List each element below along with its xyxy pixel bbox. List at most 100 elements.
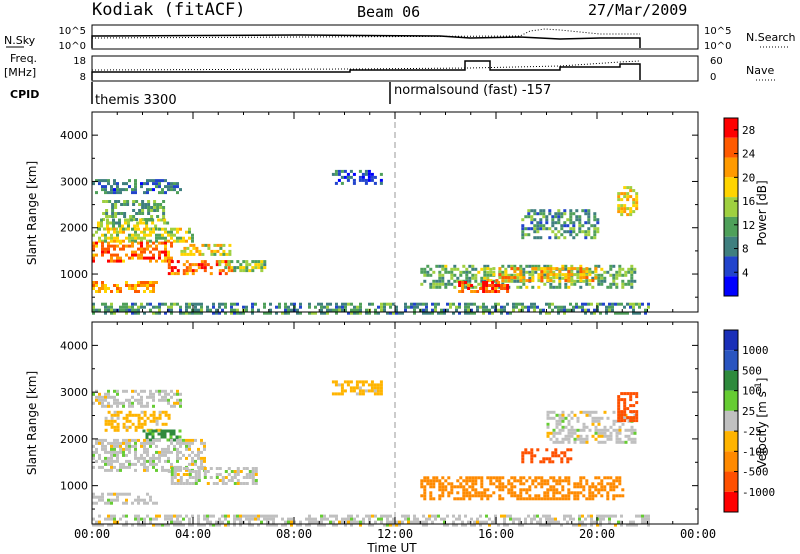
data-cell xyxy=(113,230,116,234)
data-cell xyxy=(221,514,224,518)
data-cell xyxy=(494,302,497,306)
data-cell xyxy=(467,311,470,315)
data-cell xyxy=(110,305,113,309)
data-cell xyxy=(143,441,146,445)
data-cell xyxy=(178,429,182,433)
data-cell xyxy=(104,444,107,448)
data-cell xyxy=(370,172,374,176)
data-cell xyxy=(209,467,213,470)
data-cell xyxy=(364,181,368,185)
data-cell xyxy=(110,416,114,420)
data-cell xyxy=(332,523,335,527)
data-cell xyxy=(95,459,98,463)
data-cell xyxy=(597,491,601,495)
data-cell xyxy=(567,431,571,435)
data-cell xyxy=(320,517,323,521)
data-cell xyxy=(134,425,138,429)
data-cell xyxy=(615,276,619,280)
data-cell xyxy=(185,441,188,445)
data-cell xyxy=(128,404,131,408)
data-cell xyxy=(527,514,530,518)
data-cell xyxy=(591,279,595,283)
data-cell xyxy=(602,302,605,306)
data-cell xyxy=(491,284,495,287)
data-cell xyxy=(443,523,446,527)
data-cell xyxy=(533,236,537,240)
data-cell xyxy=(368,514,371,518)
data-cell xyxy=(334,392,338,396)
time-tick-label: 08:00 xyxy=(276,527,312,541)
data-cell xyxy=(573,494,577,498)
data-cell xyxy=(486,270,490,274)
data-cell xyxy=(236,517,239,521)
data-cell xyxy=(107,182,110,186)
data-cell xyxy=(158,191,161,195)
data-cell xyxy=(176,441,179,445)
data-cell xyxy=(260,514,263,518)
data-cell xyxy=(459,476,463,480)
data-cell xyxy=(218,517,221,521)
data-cell xyxy=(188,269,192,273)
data-cell xyxy=(122,492,125,496)
data-cell xyxy=(498,476,502,480)
data-cell xyxy=(591,497,595,501)
data-cell xyxy=(149,462,152,466)
data-cell xyxy=(146,450,149,454)
data-cell xyxy=(458,290,462,293)
data-cell xyxy=(185,468,188,472)
data-cell xyxy=(497,284,501,287)
data-cell xyxy=(435,264,439,268)
data-cell xyxy=(471,264,475,268)
data-cell xyxy=(420,282,424,286)
data-cell xyxy=(576,279,580,283)
data-cell xyxy=(368,302,371,306)
data-cell xyxy=(471,479,475,483)
power-colorbar-tick-label: 8 xyxy=(742,243,749,256)
data-cell xyxy=(617,416,621,420)
data-cell xyxy=(353,520,356,524)
data-cell xyxy=(182,473,186,476)
data-cell xyxy=(376,383,380,387)
data-cell xyxy=(590,517,593,521)
data-cell xyxy=(615,282,619,286)
data-cell xyxy=(416,520,419,524)
data-cell xyxy=(95,520,98,524)
data-cell xyxy=(632,210,636,214)
data-cell xyxy=(110,456,113,460)
data-cell xyxy=(462,488,466,492)
data-cell xyxy=(143,520,146,524)
data-cell xyxy=(567,428,571,432)
data-cell xyxy=(146,404,149,408)
data-cell xyxy=(370,386,374,390)
data-cell xyxy=(618,479,622,483)
data-cell xyxy=(167,392,170,396)
data-cell xyxy=(299,311,302,315)
data-cell xyxy=(95,398,98,402)
data-cell xyxy=(161,450,164,454)
data-region xyxy=(92,241,173,263)
data-cell xyxy=(599,523,602,527)
data-cell xyxy=(236,514,239,518)
data-cell xyxy=(515,302,518,306)
data-cell xyxy=(197,467,201,470)
data-cell xyxy=(206,517,209,521)
data-cell xyxy=(134,284,137,287)
data-cell xyxy=(564,279,568,283)
data-cell xyxy=(367,172,371,176)
data-cell xyxy=(635,207,639,211)
data-cell xyxy=(617,198,621,202)
data-cell xyxy=(542,215,546,219)
data-cell xyxy=(443,308,446,312)
data-cell xyxy=(355,386,359,390)
data-cell xyxy=(587,227,591,231)
data-cell xyxy=(536,514,539,518)
data-cell xyxy=(251,517,254,521)
data-cell xyxy=(420,267,424,271)
data-cell xyxy=(134,290,137,293)
data-cell xyxy=(620,413,624,417)
data-cell xyxy=(101,447,104,451)
data-cell xyxy=(92,305,95,309)
data-cell xyxy=(173,182,176,186)
